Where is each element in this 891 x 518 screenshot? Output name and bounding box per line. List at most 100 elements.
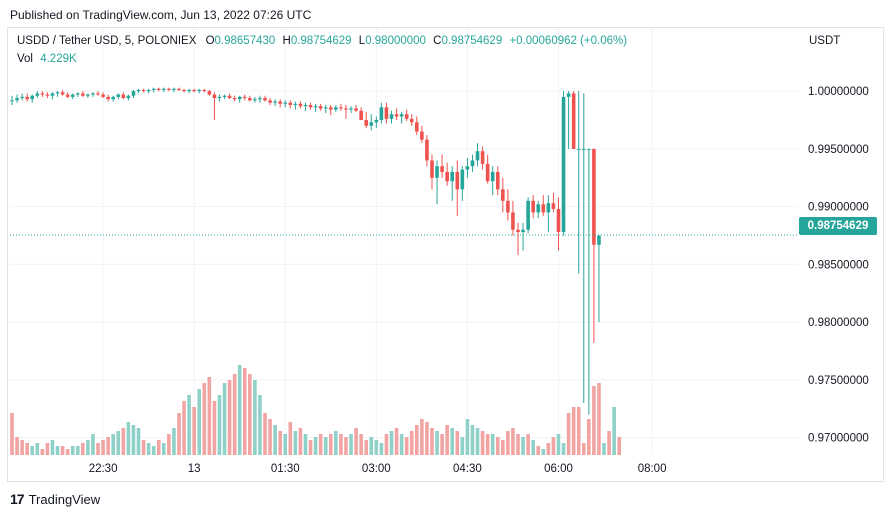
candle-body — [551, 203, 556, 209]
volume-bar — [526, 434, 530, 455]
close-value: 0.98754629 — [441, 35, 503, 47]
volume-bar — [359, 434, 363, 455]
volume-bar — [116, 431, 121, 455]
volume-bar — [587, 419, 591, 455]
candle-body — [10, 100, 14, 102]
candle-body — [101, 94, 105, 97]
candle-body — [409, 118, 414, 123]
candle-body — [415, 122, 419, 132]
volume-bar — [283, 434, 288, 455]
volume-bar — [541, 449, 546, 455]
volume-bar — [20, 440, 24, 455]
x-tick-label: 03:00 — [362, 463, 391, 475]
candle-body — [349, 108, 353, 110]
candle-body — [86, 94, 90, 96]
volume-bar — [465, 419, 470, 455]
x-tick-label: 06:00 — [544, 463, 573, 475]
volume-bar — [172, 428, 176, 455]
tradingview-logo-icon: 17 — [10, 491, 25, 507]
candle-body — [248, 98, 252, 101]
candle-body — [268, 100, 272, 103]
volume-bar — [323, 437, 328, 455]
volume-bar — [485, 434, 490, 455]
candle-body — [455, 171, 460, 190]
candle-body — [460, 169, 465, 190]
volume-bar — [146, 443, 151, 455]
candle-body — [207, 91, 212, 95]
volume-bar — [202, 383, 207, 455]
candle-body — [242, 96, 247, 99]
volume-bar — [288, 422, 293, 455]
volume-bar — [237, 365, 242, 455]
volume-bar — [536, 446, 541, 455]
volume-bar — [369, 437, 374, 455]
candle-body — [237, 96, 242, 100]
volume-bar — [136, 428, 141, 455]
volume-bar — [344, 437, 348, 455]
candle-body — [576, 148, 581, 150]
candle-body — [192, 89, 196, 92]
candle-body — [561, 96, 566, 233]
candle-body — [516, 229, 520, 233]
candle-body — [521, 229, 525, 233]
volume-bar — [328, 434, 333, 455]
candle-body — [384, 107, 389, 119]
volume-bar — [222, 383, 227, 455]
candle-body — [15, 98, 19, 101]
volume-bar — [571, 407, 576, 455]
volume-bar — [470, 425, 475, 455]
candle-body — [116, 94, 121, 97]
volume-bar — [293, 431, 298, 455]
volume-bar — [96, 443, 100, 455]
candle-body — [354, 108, 358, 111]
volume-bar — [546, 443, 551, 455]
volume-bar — [227, 380, 232, 455]
candle-body — [536, 204, 541, 213]
candle-body — [566, 93, 571, 97]
volume-bar — [81, 443, 85, 455]
volume-bar — [394, 428, 399, 455]
volume-bar — [50, 440, 55, 455]
candle-body — [571, 93, 576, 149]
candle-body — [283, 102, 288, 104]
volume-bar — [10, 413, 14, 455]
candle-body — [65, 94, 70, 97]
candle-body — [141, 89, 146, 92]
candle-body — [126, 95, 131, 99]
y-tick-label: 0.99000000 — [808, 202, 869, 214]
low-value: 0.98000000 — [365, 35, 426, 47]
volume-bar — [430, 428, 434, 455]
candle-body — [308, 104, 313, 108]
change-value: +0.00060962 (+0.06%) — [509, 35, 628, 47]
volume-bar — [531, 440, 535, 455]
volume-bar — [415, 425, 419, 455]
candle-body — [374, 119, 379, 123]
tradingview-logo[interactable]: 17 TradingView — [10, 491, 100, 507]
high-label: H — [282, 35, 291, 47]
candle-body — [440, 166, 444, 172]
volume-bar — [232, 374, 237, 455]
y-tick-label: 0.99500000 — [808, 144, 869, 156]
volume-bar — [207, 377, 212, 455]
volume-bar — [455, 431, 460, 455]
candle-body — [404, 114, 409, 119]
candle-body — [339, 107, 343, 109]
candle-body — [45, 94, 50, 96]
y-tick-label: 0.97500000 — [808, 375, 869, 387]
volume-bar — [460, 437, 465, 455]
candle-body — [30, 95, 35, 100]
candle-body — [470, 160, 475, 167]
volume-bar — [566, 413, 571, 455]
volume-bar — [308, 440, 313, 455]
volume-bar — [86, 440, 90, 455]
volume-bar — [131, 425, 136, 455]
candle-body — [222, 95, 227, 97]
candle-body — [212, 94, 217, 99]
volume-bar — [516, 434, 520, 455]
volume-bar — [177, 413, 181, 455]
volume-bar — [70, 446, 75, 455]
candle-body — [121, 94, 126, 99]
y-tick-label: 0.98500000 — [808, 259, 869, 271]
volume-bar — [495, 437, 500, 455]
